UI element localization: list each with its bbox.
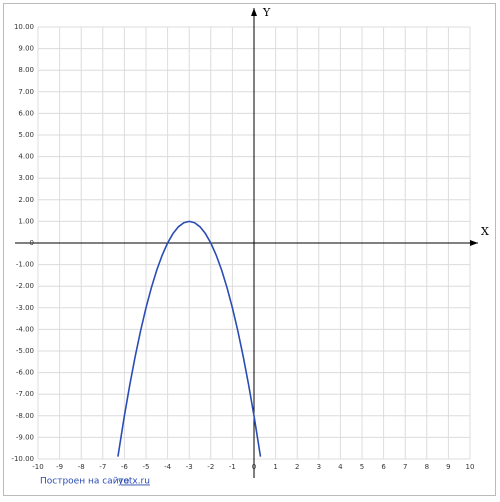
x-tick-label: -4 <box>164 463 172 471</box>
x-tick-label: -8 <box>78 463 85 471</box>
y-tick-label: -2.00 <box>16 282 34 290</box>
y-tick-label: -1.00 <box>16 261 34 269</box>
y-axis-label: Y <box>262 6 271 19</box>
x-axis-label: X <box>481 225 489 238</box>
y-tick-label: 5.00 <box>18 131 34 139</box>
x-tick-label: -6 <box>121 463 129 471</box>
x-tick-label: -10 <box>32 463 43 471</box>
x-tick-label: 8 <box>425 463 429 471</box>
x-tick-label: -7 <box>99 463 106 471</box>
y-tick-label: -10.00 <box>11 455 34 463</box>
x-tick-label: -1 <box>229 463 236 471</box>
x-tick-label: 0 <box>252 463 256 471</box>
y-tick-label: 4.00 <box>18 153 34 161</box>
y-tick-label: -7.00 <box>16 390 34 398</box>
y-tick-label: 1.00 <box>18 217 34 225</box>
x-axis-arrow <box>470 240 478 246</box>
y-axis-arrow <box>251 8 257 16</box>
x-tick-label: 7 <box>403 463 407 471</box>
x-tick-label: 9 <box>446 463 450 471</box>
y-tick-label: 0 <box>30 239 34 247</box>
y-tick-label: -9.00 <box>16 433 34 441</box>
x-tick-label: 1 <box>273 463 277 471</box>
curve <box>117 220 262 457</box>
y-tick-label: 2.00 <box>18 196 34 204</box>
x-tick-label: 2 <box>295 463 299 471</box>
y-tick-label: -5.00 <box>16 347 34 355</box>
y-tick-label: 3.00 <box>18 174 34 182</box>
x-tick-label: -3 <box>186 463 193 471</box>
y-tick-label: -8.00 <box>16 412 34 420</box>
x-tick-label: 5 <box>360 463 364 471</box>
y-tick-label: -4.00 <box>16 325 34 333</box>
y-tick-label: 6.00 <box>18 109 34 117</box>
x-tick-label: -2 <box>207 463 214 471</box>
y-tick-label: 8.00 <box>18 66 34 74</box>
frame <box>3 3 496 496</box>
x-tick-label: 10 <box>466 463 475 471</box>
x-tick-label: 4 <box>338 463 343 471</box>
x-tick-label: -5 <box>143 463 150 471</box>
y-tick-label: 10.00 <box>14 23 34 31</box>
y-tick-label: 7.00 <box>18 88 34 96</box>
x-tick-label: -9 <box>56 463 63 471</box>
footer-link[interactable]: yotx.ru <box>118 477 150 487</box>
y-tick-label: -6.00 <box>16 369 34 377</box>
footer-text: Построен на сайте <box>40 477 130 487</box>
y-tick-label: 9.00 <box>18 45 34 53</box>
y-tick-label: -3.00 <box>16 304 34 312</box>
x-tick-label: 6 <box>381 463 386 471</box>
x-tick-label: 3 <box>317 463 321 471</box>
